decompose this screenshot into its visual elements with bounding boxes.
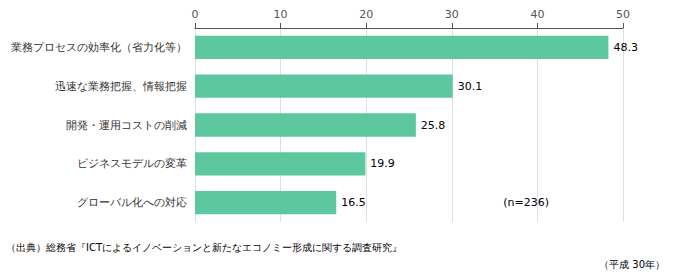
svg-text:迅速な業務把握、情報把握: 迅速な業務把握、情報把握 <box>55 80 187 93</box>
svg-text:20: 20 <box>359 8 373 21</box>
svg-text:業務プロセスの効率化（省力化等）: 業務プロセスの効率化（省力化等） <box>11 41 187 54</box>
svg-text:0: 0 <box>192 8 199 21</box>
svg-text:30.1: 30.1 <box>458 80 483 93</box>
svg-text:（平成 30年）: （平成 30年） <box>599 259 665 270</box>
svg-text:ビジネスモデルの変革: ビジネスモデルの変革 <box>77 157 187 170</box>
svg-text:19.9: 19.9 <box>370 157 395 170</box>
svg-text:10: 10 <box>274 8 288 21</box>
svg-text:50: 50 <box>616 8 630 21</box>
svg-text:開発・運用コストの削減: 開発・運用コストの削減 <box>66 119 187 132</box>
svg-text:(n=236): (n=236) <box>503 196 549 209</box>
svg-text:40: 40 <box>530 8 544 21</box>
svg-text:16.5: 16.5 <box>341 196 366 209</box>
svg-text:25.8: 25.8 <box>421 119 446 132</box>
svg-text:30: 30 <box>445 8 459 21</box>
svg-text:48.3: 48.3 <box>613 41 638 54</box>
svg-text:グローバル化への対応: グローバル化への対応 <box>77 196 187 209</box>
svg-text:（出典）総務省『ICTによるイノベーションと新たなエコノミー: （出典）総務省『ICTによるイノベーションと新たなエコノミー形成に関する調査研究… <box>6 242 402 253</box>
